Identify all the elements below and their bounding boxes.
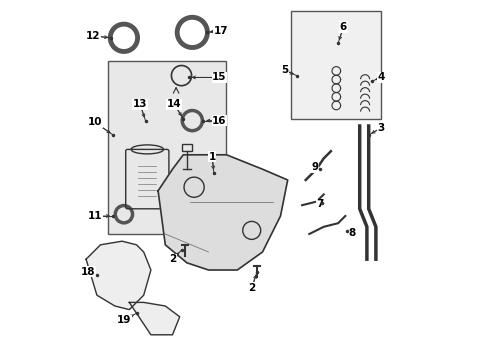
Polygon shape bbox=[129, 302, 179, 335]
Text: 10: 10 bbox=[88, 117, 102, 127]
Polygon shape bbox=[86, 241, 151, 310]
Text: 19: 19 bbox=[117, 315, 131, 325]
FancyBboxPatch shape bbox=[291, 11, 381, 119]
Text: 9: 9 bbox=[310, 162, 318, 172]
Text: 3: 3 bbox=[377, 123, 384, 133]
Text: 4: 4 bbox=[377, 72, 384, 82]
Text: 14: 14 bbox=[166, 99, 181, 109]
Text: 13: 13 bbox=[133, 99, 147, 109]
Text: 2: 2 bbox=[168, 254, 176, 264]
Text: 17: 17 bbox=[213, 26, 228, 36]
Text: 6: 6 bbox=[339, 22, 346, 32]
Text: 15: 15 bbox=[212, 72, 226, 82]
Text: 2: 2 bbox=[247, 283, 255, 293]
Text: 7: 7 bbox=[316, 199, 323, 210]
Text: 11: 11 bbox=[88, 211, 102, 221]
Polygon shape bbox=[158, 155, 287, 270]
Text: 5: 5 bbox=[281, 65, 288, 75]
Text: 8: 8 bbox=[348, 228, 355, 238]
Text: 1: 1 bbox=[208, 152, 215, 162]
Text: 18: 18 bbox=[81, 267, 95, 277]
FancyBboxPatch shape bbox=[107, 61, 226, 234]
Text: 12: 12 bbox=[86, 31, 101, 41]
Text: 16: 16 bbox=[212, 116, 226, 126]
